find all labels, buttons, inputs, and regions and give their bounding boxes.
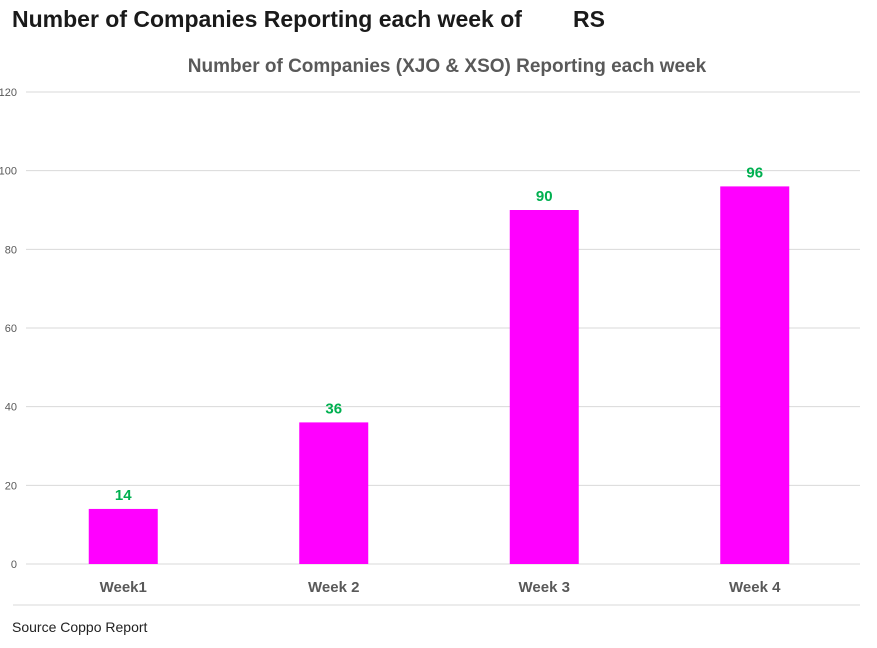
- data-label: 14: [115, 487, 132, 504]
- bar: [720, 186, 790, 564]
- x-tick-label: Week 2: [308, 579, 359, 596]
- bars: [88, 186, 790, 564]
- chart-title: Number of Companies (XJO & XSO) Reportin…: [188, 56, 707, 77]
- y-tick-label: 40: [5, 402, 17, 414]
- x-axis-labels: Week1 Week 2 Week 3 Week 4: [100, 579, 781, 596]
- page-heading: Number of Companies Reporting each week …: [12, 6, 605, 32]
- y-tick-label: 120: [0, 87, 17, 99]
- data-label: 96: [746, 164, 763, 181]
- y-axis-ticks: 0 20 40 60 80 100 120: [0, 87, 17, 571]
- data-label: 36: [325, 400, 342, 417]
- x-tick-label: Week 3: [519, 579, 570, 596]
- y-tick-label: 100: [0, 166, 17, 178]
- y-tick-label: 20: [5, 480, 17, 492]
- y-tick-label: 80: [5, 244, 17, 256]
- bar: [299, 422, 369, 564]
- data-labels: 14 36 90 96: [115, 164, 763, 504]
- x-tick-label: Week1: [100, 579, 147, 596]
- y-tick-label: 0: [11, 559, 17, 571]
- bar: [88, 508, 158, 564]
- x-tick-label: Week 4: [729, 579, 781, 596]
- y-tick-label: 60: [5, 323, 17, 335]
- source-note: Source Coppo Report: [12, 619, 148, 635]
- data-label: 90: [536, 188, 553, 205]
- bar: [509, 210, 579, 564]
